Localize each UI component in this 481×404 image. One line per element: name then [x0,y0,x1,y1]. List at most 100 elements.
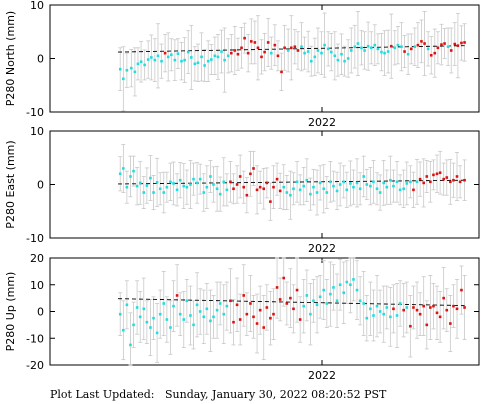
y-tick-label: 0 [37,179,44,192]
data-point [329,292,332,296]
data-point [200,55,203,59]
data-point [136,62,140,66]
data-point [360,46,363,50]
data-point [412,306,415,309]
data-point [245,193,249,197]
data-point [175,188,179,192]
data-point [226,54,230,58]
data-point [162,302,166,305]
data-point [422,181,425,185]
data-point [455,307,459,311]
data-point [176,52,180,55]
data-point [409,324,412,328]
data-point [298,318,302,321]
data-point [336,58,340,62]
data-point [215,308,219,312]
footer-label: Plot Last Updated: [50,388,155,401]
data-point [189,314,192,317]
data-point [218,302,222,305]
data-point [205,307,209,311]
data-point [169,326,172,329]
data-point [195,303,199,307]
data-point [440,43,443,46]
y-tick-label: 10 [30,279,44,292]
data-point [438,171,442,175]
data-point [205,185,209,189]
data-point [252,167,255,170]
data-point [375,304,379,308]
data-point [343,59,346,63]
data-point [369,307,372,311]
y-tick-label: 20 [30,252,44,265]
panel-1: -10 0 10 2022 P280 North (mm) [4,0,480,129]
data-point [458,180,462,184]
data-point [253,41,257,44]
data-point [460,41,463,45]
data-point [202,191,206,194]
data-point [156,54,160,58]
data-point [142,191,146,194]
data-point [118,67,122,71]
data-point [303,51,306,55]
data-point [398,302,402,305]
data-point [238,318,242,321]
data-point [369,46,373,50]
data-point [315,191,319,194]
data-point [192,177,195,181]
data-point [366,44,370,48]
data-point [129,175,132,178]
data-point [162,191,166,194]
data-point [355,288,359,292]
data-point [139,60,143,64]
data-point [449,322,452,325]
data-point [278,298,282,301]
data-point [449,180,452,184]
data-point [182,318,186,321]
data-point [353,45,357,49]
data-point [143,63,146,67]
data-point [383,51,386,55]
data-point [149,176,152,180]
data-point [146,58,150,61]
data-point [452,304,455,308]
data-point [320,51,323,55]
data-point [446,45,450,49]
data-point [283,46,286,50]
data-point [392,184,395,188]
data-point [260,55,263,59]
data-point [409,180,412,184]
data-point [452,178,455,182]
data-point [400,45,403,49]
data-point [429,306,432,309]
data-point [432,173,435,177]
data-point [342,291,346,295]
data-point [429,53,433,57]
data-point [189,183,192,186]
data-point [215,187,219,191]
data-point [180,59,183,63]
data-point [306,50,310,53]
data-point [193,62,197,66]
data-point [335,189,339,193]
data-point [166,55,170,59]
data-point [403,50,406,53]
footer-timestamp: Sunday, January 30, 2022 08:20:52 PST [164,388,387,401]
data-point [122,328,125,332]
data-point [322,187,326,191]
data-point [402,308,405,312]
data-point [118,172,122,176]
data-point [218,192,222,196]
data-point [185,299,189,303]
data-point [293,45,297,49]
data-point [372,314,375,317]
data-point [356,42,360,45]
data-point [413,45,417,49]
data-point [262,187,266,191]
data-point [289,296,292,300]
data-point [385,306,389,309]
data-point [369,184,372,188]
data-point [229,51,233,55]
data-point [213,54,217,58]
data-point [225,188,229,192]
data-point [210,58,213,61]
